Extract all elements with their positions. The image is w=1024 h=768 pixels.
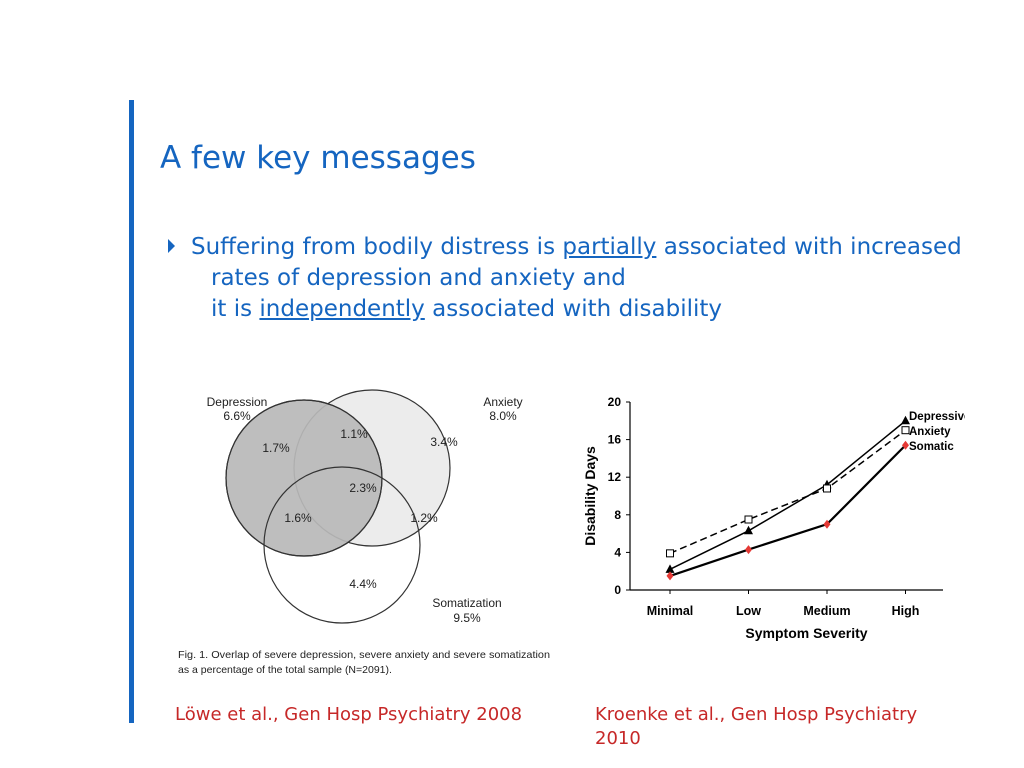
x-tick-label: Minimal (647, 604, 694, 618)
data-point-square (823, 484, 831, 493)
x-tick-label: Medium (803, 604, 850, 618)
region-dep-only: 1.7% (262, 441, 290, 455)
accent-bar (129, 100, 134, 723)
bullet-line-3: it is independently associated with disa… (191, 294, 1011, 325)
anxiety-pct: 8.0% (489, 409, 517, 423)
bullet-line-3-post: associated with disability (424, 296, 723, 322)
y-tick-label: 16 (608, 433, 622, 447)
bullet-line-2: rates of depression and anxiety and (211, 265, 626, 291)
somatization-label: Somatization (432, 596, 501, 610)
legend-somatic: Somatic (909, 441, 954, 453)
slide-title: A few key messages (160, 140, 476, 176)
depression-label: Depression (207, 395, 268, 409)
data-point-diamond (745, 545, 752, 555)
y-tick-label: 12 (608, 470, 622, 484)
y-axis-label: Disability Days (582, 446, 598, 546)
bullet-text: Suffering from bodily distress is partia… (191, 232, 1011, 325)
y-tick-label: 0 (614, 583, 621, 597)
data-point-triangle (744, 525, 753, 535)
data-point-diamond (823, 519, 831, 529)
bullet-arrow-icon (168, 239, 175, 253)
region-all-three: 2.3% (349, 481, 377, 495)
data-point-square (666, 549, 674, 558)
series-line-depressive (669, 420, 906, 570)
underlined-partially: partially (562, 234, 657, 260)
series-line-somatic (669, 444, 907, 577)
region-som-only: 4.4% (349, 577, 377, 591)
data-point-diamond (902, 440, 909, 450)
x-tick-label: Low (736, 604, 761, 618)
legend-anxiety: Anxiety (909, 426, 951, 438)
legend-depressive: Depressive (909, 411, 965, 423)
venn-caption-line-2: as a percentage of the total sample (N=2… (178, 664, 392, 676)
chart-series (665, 415, 910, 581)
citation-kroenke-line-2: 2010 (595, 728, 641, 749)
citation-kroenke: Kroenke et al., Gen Hosp Psychiatry 2010 (595, 703, 917, 751)
region-dep-anx: 1.1% (340, 427, 368, 441)
citation-kroenke-line-1: Kroenke et al., Gen Hosp Psychiatry (595, 704, 918, 725)
y-tick-label: 20 (608, 395, 622, 409)
data-point-triangle (901, 415, 910, 425)
bullet-line-1-post: associated with increased (656, 234, 962, 260)
data-point-square (901, 426, 910, 435)
x-tick-label: High (892, 604, 920, 618)
data-point-square (744, 515, 753, 524)
data-point-diamond (666, 571, 674, 581)
series-line-anxiety (669, 429, 906, 555)
somatization-pct: 9.5% (453, 611, 481, 625)
y-tick-label: 4 (614, 545, 621, 559)
bullet-line-1-pre: Suffering from bodily distress is (191, 234, 563, 260)
bullet-line-1: Suffering from bodily distress is partia… (191, 232, 1011, 263)
dep-anx-overlap (225, 399, 383, 557)
depression-pct: 6.6% (223, 409, 251, 423)
anxiety-label: Anxiety (483, 395, 522, 409)
x-axis-label: Symptom Severity (745, 625, 867, 641)
chart-axes: 0 4 8 12 16 20 Minimal Low Medium High Symptom Sev… (582, 395, 943, 641)
venn-caption-line-1: Fig. 1. Overlap of severe depression, se… (178, 649, 550, 661)
underlined-independently: independently (259, 296, 425, 322)
citation-lowe: Löwe et al., Gen Hosp Psychiatry 2008 (175, 704, 523, 725)
disability-line-chart: 0 4 8 12 16 20 Minimal Low Medium High Symptom Sev… (582, 395, 965, 641)
region-anx-only: 3.4% (430, 435, 458, 449)
region-anx-som: 1.2% (410, 511, 438, 525)
data-point-triangle (665, 564, 675, 573)
depression-circle (225, 399, 383, 557)
y-tick-label: 8 (614, 508, 621, 522)
chart-legend: Depressive Anxiety Somatic (909, 411, 965, 453)
bullet-line-3-pre: it is (211, 296, 260, 322)
region-dep-som: 1.6% (284, 511, 312, 525)
venn-diagram: Depression 6.6% Anxiety 8.0% Somatizatio… (178, 389, 550, 676)
